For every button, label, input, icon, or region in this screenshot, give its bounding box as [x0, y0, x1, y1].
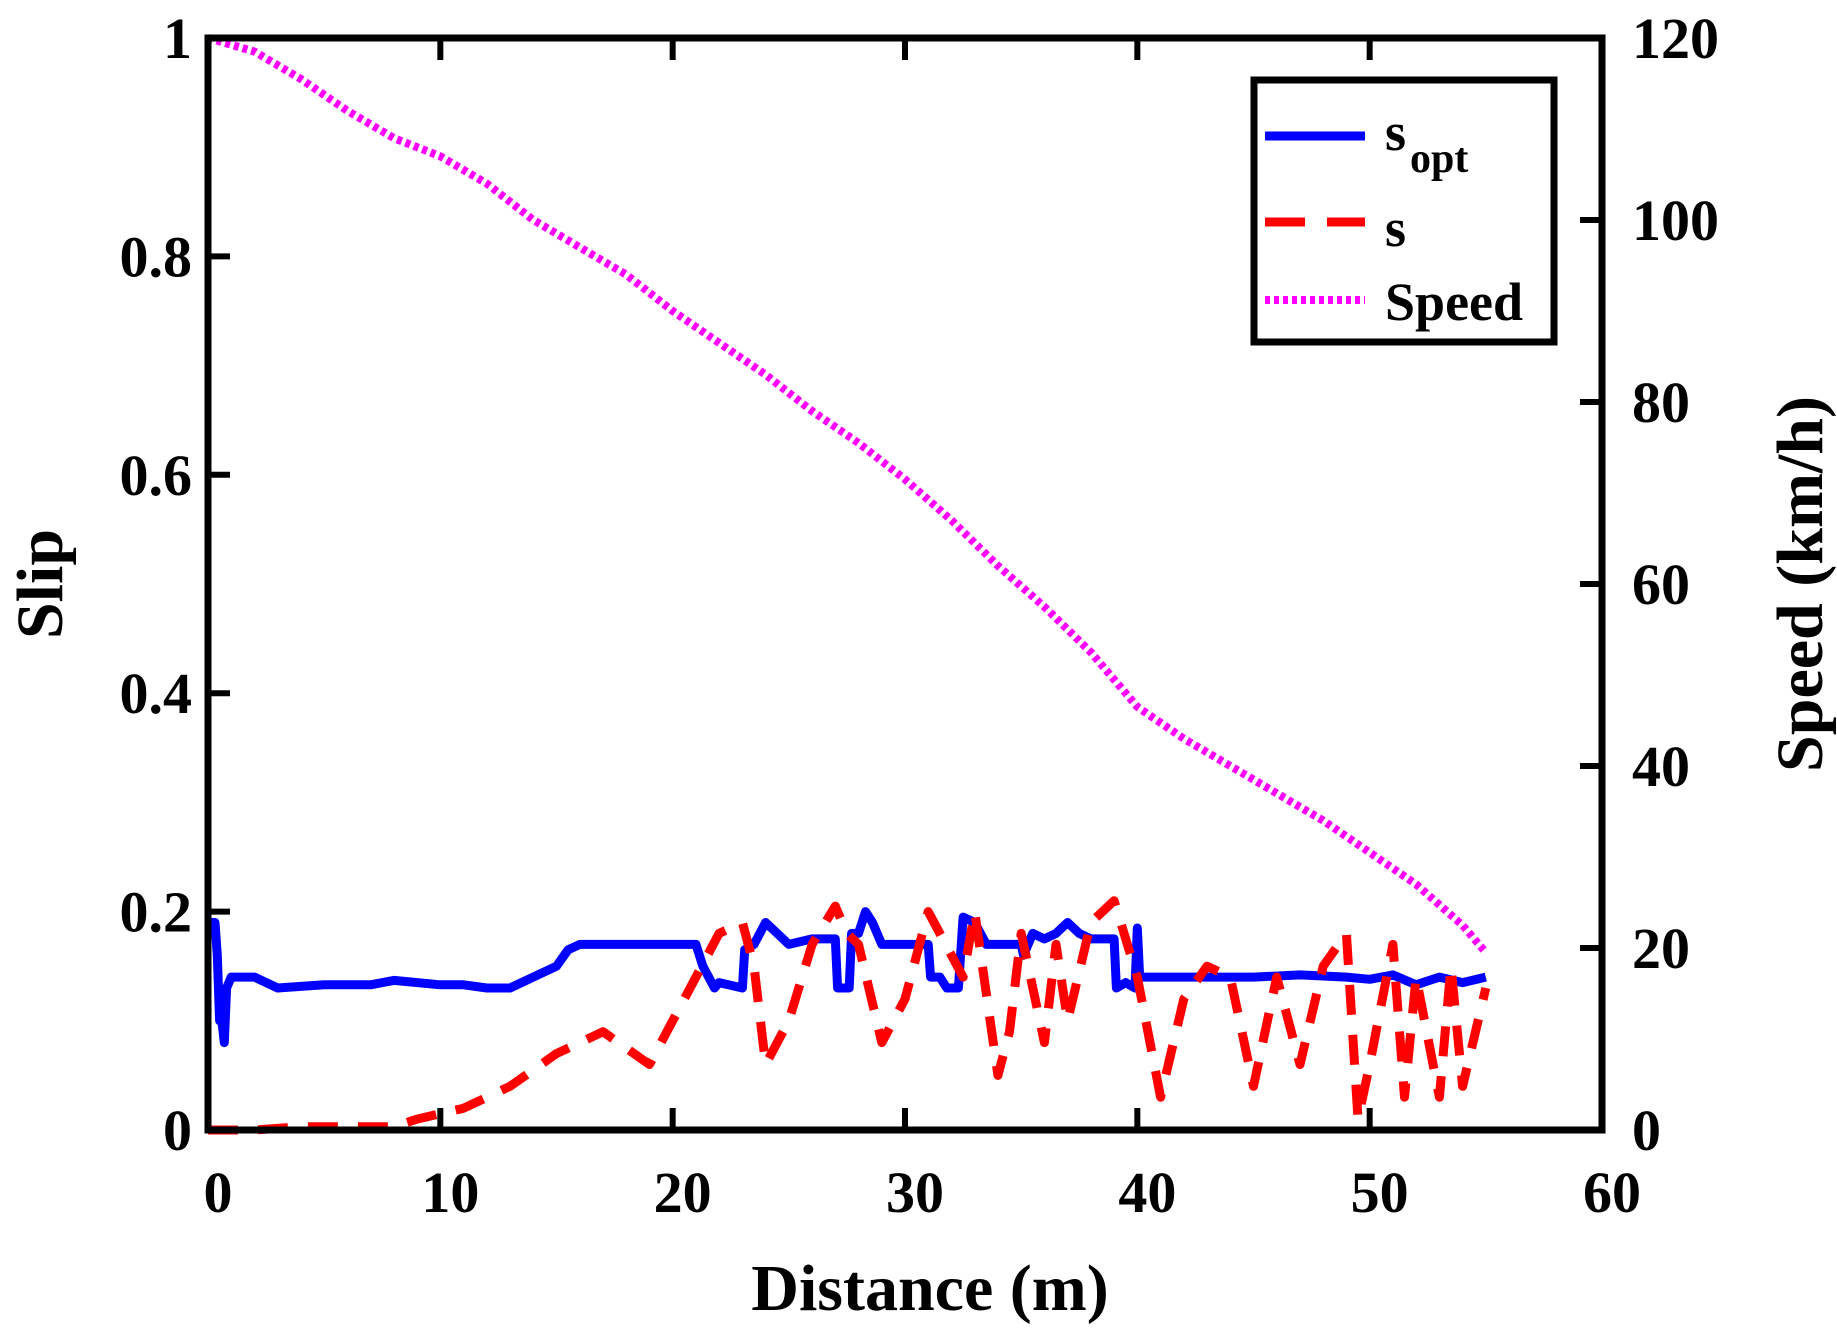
right-y-tick-label: 60 — [1632, 552, 1690, 617]
left-y-tick-label: 0.2 — [120, 880, 193, 945]
series-line-speed — [206, 34, 1489, 956]
right-y-tick-label: 120 — [1632, 6, 1719, 71]
left-y-tick-labels: 0 0.2 0.4 0.6 0.8 1 — [120, 6, 193, 1163]
right-y-tick-label: 100 — [1632, 188, 1719, 253]
series-line-s — [208, 896, 1491, 1135]
x-tick-label: 20 — [654, 1160, 712, 1225]
x-tick-label: 50 — [1351, 1160, 1409, 1225]
right-y-tick-label: 0 — [1632, 1098, 1661, 1163]
x-tick-label: 10 — [421, 1160, 479, 1225]
x-tick-labels: 0 10 20 30 40 50 60 — [204, 1160, 1642, 1225]
x-tick-label: 60 — [1583, 1160, 1641, 1225]
left-y-tick-label: 0.4 — [120, 661, 193, 726]
left-y-axis-label: Slip — [4, 529, 77, 639]
left-y-tick-label: 1 — [163, 6, 192, 71]
x-tick-label: 0 — [204, 1160, 233, 1225]
legend-label-s-opt-subscript: opt — [1410, 136, 1468, 182]
left-y-tick-label: 0.6 — [120, 443, 193, 508]
left-y-tick-label: 0.8 — [120, 224, 193, 289]
right-y-tick-label: 40 — [1632, 734, 1690, 799]
series-line-s-opt — [208, 907, 1487, 1048]
x-tick-label: 30 — [886, 1160, 944, 1225]
legend-label-s: s — [1385, 198, 1406, 258]
right-y-tick-label: 80 — [1632, 370, 1690, 435]
series-layer — [206, 34, 1491, 1135]
right-y-axis-label: Speed (km/h) — [1764, 396, 1837, 772]
legend: sopt s Speed — [1250, 76, 1558, 346]
x-tick-label: 40 — [1118, 1160, 1176, 1225]
legend-label-speed: Speed — [1385, 272, 1523, 332]
right-y-tick-label: 20 — [1632, 916, 1690, 981]
x-axis-label: Distance (m) — [751, 1252, 1108, 1325]
left-y-tick-label: 0 — [163, 1098, 192, 1163]
tick-marks — [205, 35, 1605, 1133]
legend-label-s-opt: sopt — [1385, 102, 1468, 182]
legend-label-s-opt-main: s — [1385, 102, 1406, 162]
right-y-tick-labels: 0 20 40 60 80 100 120 — [1632, 6, 1719, 1163]
